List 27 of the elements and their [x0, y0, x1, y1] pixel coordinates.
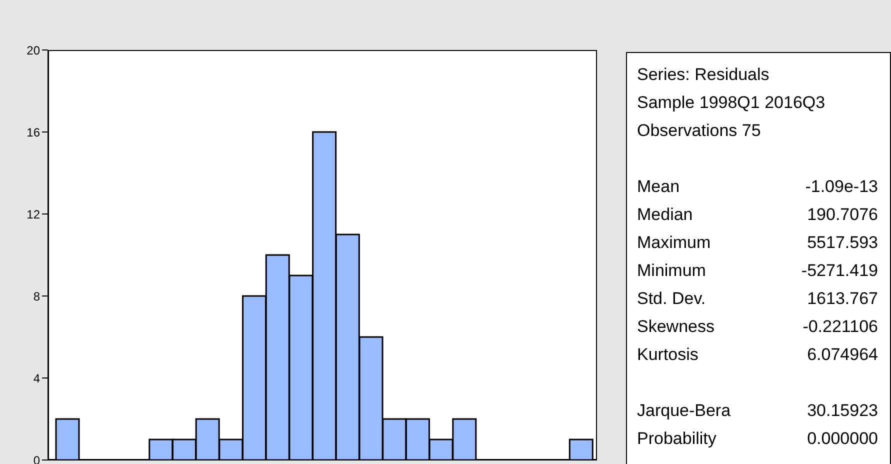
text: 5517.593 — [807, 232, 878, 254]
y-tick-label: 4 — [33, 371, 40, 386]
text: -0.221106 — [802, 316, 878, 338]
y-tick-label: 12 — [26, 207, 40, 222]
text: 30.15923 — [807, 400, 878, 422]
text: Probability — [637, 428, 716, 450]
text: Sample 1998Q1 2016Q3 — [637, 92, 826, 114]
text: 1613.767 — [807, 288, 878, 310]
text: -5271.419 — [801, 260, 878, 282]
text: Minimum — [637, 260, 706, 282]
text: Median — [637, 204, 693, 226]
text: 0.000000 — [807, 428, 878, 450]
text: Jarque-Bera — [637, 400, 731, 422]
y-tick-label: 8 — [33, 289, 40, 304]
text: Kurtosis — [637, 344, 698, 366]
text: Skewness — [637, 316, 714, 338]
y-tick-label: 16 — [26, 125, 40, 140]
y-tick-label: 0 — [33, 453, 40, 464]
text: 6.074964 — [807, 344, 878, 366]
text: Mean — [637, 176, 680, 198]
text: Maximum — [637, 232, 711, 254]
text: -1.09e-13 — [805, 176, 878, 198]
y-tick-label: 20 — [26, 43, 40, 58]
text: Std. Dev. — [637, 288, 706, 310]
text: 190.7076 — [807, 204, 878, 226]
text: Series: Residuals — [637, 64, 770, 86]
text: Observations 75 — [637, 120, 762, 142]
